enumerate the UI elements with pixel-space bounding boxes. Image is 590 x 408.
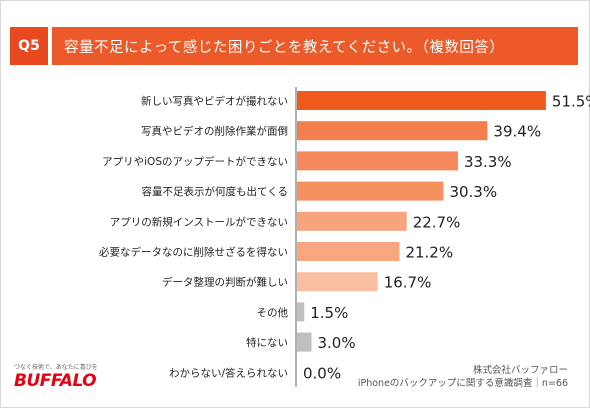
value-label: 1.5% (310, 304, 348, 322)
question-text: 容量不足によって感じた困りごとを教えてください。（複数回答） (52, 27, 578, 65)
value-label: 3.0% (318, 334, 356, 352)
bar (297, 332, 312, 352)
bar (297, 211, 407, 231)
category-label: 新しい写真やビデオが撮れない (141, 95, 288, 108)
buffalo-logo: つなぐ技術で、あなたに喜びを BUFFALO (14, 362, 98, 391)
bar (297, 181, 444, 201)
category-label: アプリやiOSのアップデートができない (102, 155, 288, 168)
bar (297, 272, 378, 292)
question-header: Q5 容量不足によって感じた困りごとを教えてください。（複数回答） (10, 27, 578, 65)
category-label: アプリの新規インストールができない (110, 215, 288, 228)
category-label: わからない/答えられない (169, 366, 288, 379)
value-label: 0.0% (303, 364, 341, 382)
logo-wordmark: BUFFALO (14, 371, 97, 391)
category-label: その他 (257, 306, 289, 319)
bar (297, 121, 488, 141)
category-label: 写真やビデオの削除作業が面倒 (141, 125, 288, 138)
value-label: 33.3% (464, 153, 512, 171)
source-company: 株式会社バッファロー (472, 365, 568, 376)
bar (297, 151, 458, 171)
bar (297, 302, 305, 322)
source-survey: iPhoneのバックアップに関する意識調査｜n=66 (357, 378, 568, 389)
value-label: 21.2% (405, 244, 453, 262)
category-label: データ整理の判断が難しい (162, 276, 288, 289)
value-label: 16.7% (384, 274, 432, 292)
category-label: 特にない (246, 337, 288, 349)
logo-tagline: つなぐ技術で、あなたに喜びを (14, 364, 98, 371)
category-label: 容量不足表示が何度も出てくる (142, 185, 288, 198)
value-label: 30.3% (449, 183, 497, 201)
value-label: 39.4% (493, 123, 541, 141)
bar (297, 91, 546, 110)
value-label: 51.5% (552, 93, 590, 111)
bar (297, 242, 400, 261)
source-note: 株式会社バッファロー iPhoneのバックアップに関する意識調査｜n=66 (358, 364, 568, 390)
question-number: Q5 (10, 27, 48, 65)
category-label: 必要なデータなのに削除せざるを得ない (99, 246, 288, 259)
value-label: 22.7% (413, 213, 461, 231)
